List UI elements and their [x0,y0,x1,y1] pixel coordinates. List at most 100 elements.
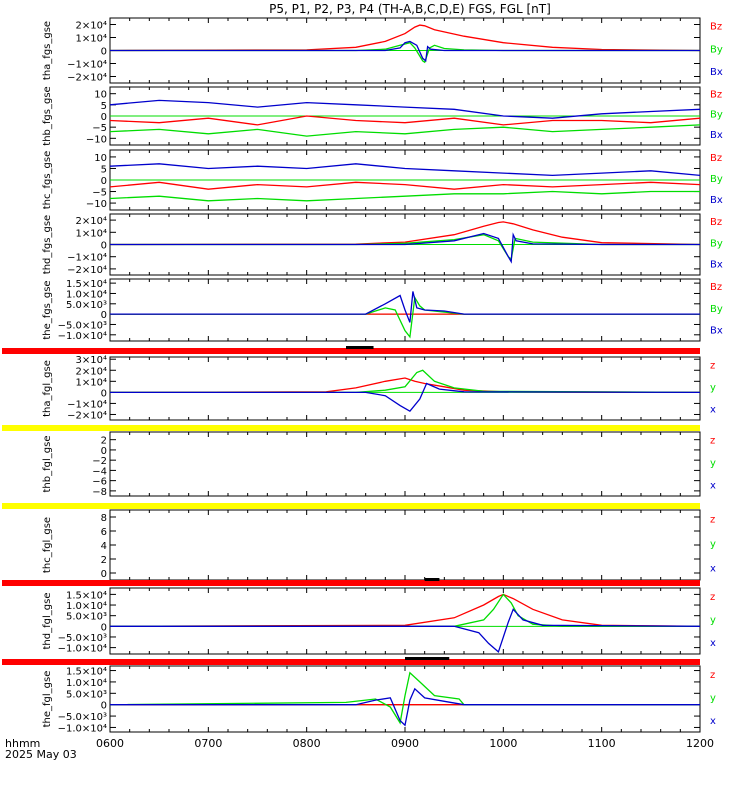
series-line-Bz [110,115,700,126]
y-tick-label: 1×10⁴ [76,377,107,388]
y-tick-label: −8 [92,487,107,498]
legend-entry-Bx: Bx [710,67,723,78]
series-line-z [110,593,700,627]
legend-entry-Bx: Bx [710,326,723,337]
series-line-Bz [110,221,700,246]
series-line-y [110,369,700,394]
y-tick-label: −2×10⁴ [67,410,107,421]
legend-entry-z: z [710,360,715,371]
y-tick-label: 0 [101,241,107,252]
series-line-By [110,124,700,137]
status-bar-left [2,659,110,665]
legend-entry-By: By [710,238,723,249]
x-axis-label-hhmm: hhmm [5,737,40,750]
status-bar [110,425,700,431]
series-line-By [110,295,700,339]
series-line-Bz [110,181,700,190]
panel-frame [109,431,701,497]
y-tick-label: 1.0×10⁴ [66,678,107,689]
series-line-Bx [110,163,700,177]
y-tick-label: 5.0×10³ [66,612,107,623]
y-tick-label: −5.0×10³ [58,320,107,331]
legend-entry-Bx: Bx [710,195,723,206]
y-tick-label: 1.5×10⁴ [66,590,107,601]
legend-entry-y: y [710,382,716,393]
legend-entry-x: x [710,716,716,727]
legend-entry-Bz: Bz [710,153,722,164]
panel-frame [109,356,701,421]
legend-entry-y: y [710,693,716,704]
legend-entry-Bz: Bz [710,89,722,100]
y-axis-label: thb_fgl_gse [42,436,53,493]
status-bar [110,580,700,586]
y-tick-label: −1×10⁴ [67,253,107,264]
status-bar-mark [405,657,450,660]
status-bars [2,346,700,665]
y-axis-label: thb_fgs_gse [42,86,53,145]
y-tick-label: −10 [86,199,107,210]
y-tick-label: 2×10⁴ [76,216,107,227]
y-tick-label: 0 [101,176,107,187]
y-tick-label: 2 [101,436,107,447]
y-axis-label: tha_fgl_gse [42,360,53,417]
y-tick-label: 0 [101,47,107,58]
y-tick-label: 0 [101,446,107,457]
legend-entry-x: x [710,638,716,649]
panel-thb_fgl_gse: 20−2−4−6−8 thb_fgl_gse zyx [42,431,716,498]
y-tick-label: −4 [92,466,107,477]
y-tick-label: −6 [92,477,107,488]
x-tick-label: 0600 [96,737,124,750]
y-axis-label: thd_fgl_gse [42,593,53,650]
y-axis-label: thc_fgl_gse [42,517,53,573]
status-bar [110,503,700,509]
status-bar-mark [424,578,440,581]
series-line-x [110,382,700,413]
legend-entry-z: z [710,592,715,603]
y-tick-label: −5.0×10³ [58,712,107,723]
plot-title: P5, P1, P2, P3, P4 (TH-A,B,C,D,E) FGS, F… [269,2,551,16]
x-axis-label-date: 2025 May 03 [5,748,77,761]
x-tick-label: 1000 [489,737,517,750]
legend-entry-y: y [710,539,716,550]
series-line-Bx [110,99,700,119]
series-line-By [110,41,700,64]
y-tick-label: −5 [92,123,107,134]
x-tick-label: 0900 [391,737,419,750]
y-tick-label: 1.0×10⁴ [66,601,107,612]
x-tick-label: 1200 [686,737,714,750]
x-axis: 0600 0700 0800 0900 1000 1100 1200 [96,737,714,750]
y-tick-label: 10 [94,90,107,101]
legend-entry-Bx: Bx [710,260,723,271]
x-tick-label: 0700 [194,737,222,750]
y-tick-label: 1.0×10⁴ [66,289,107,300]
y-tick-label: 8 [101,513,107,524]
panel-tha_fgs_gse: 2×10⁴ 1×10⁴ 0 −1×10⁴ −2×10⁴ tha_fgs_gse Bz By Bx [42,17,723,84]
status-bar-left [2,503,110,509]
legend-entry-y: y [710,615,716,626]
legend-entry-By: By [710,110,723,121]
y-tick-label: −1.0×10⁴ [58,644,107,655]
series-line-y [110,593,700,627]
series-line-Bx [110,232,700,264]
y-tick-label: −1.0×10⁴ [58,331,107,342]
y-axis-label: thd_fgs_gse [42,215,53,274]
legend-entry-z: z [710,436,715,447]
y-tick-label: −5 [92,188,107,199]
series-line-Bz [110,24,700,52]
y-tick-label: 2 [101,555,107,566]
y-tick-label: −1.0×10⁴ [58,723,107,734]
y-tick-label: 5.0×10³ [66,689,107,700]
y-tick-label: 0 [101,388,107,399]
y-tick-label: 2×10⁴ [76,366,107,377]
series-line-x [110,608,700,654]
x-tick-label: 1100 [588,737,616,750]
y-tick-label: 2×10⁴ [76,21,107,32]
legend-entry-By: By [710,44,723,55]
y-tick-label: 0 [101,701,107,712]
y-tick-label: 5 [101,164,107,175]
